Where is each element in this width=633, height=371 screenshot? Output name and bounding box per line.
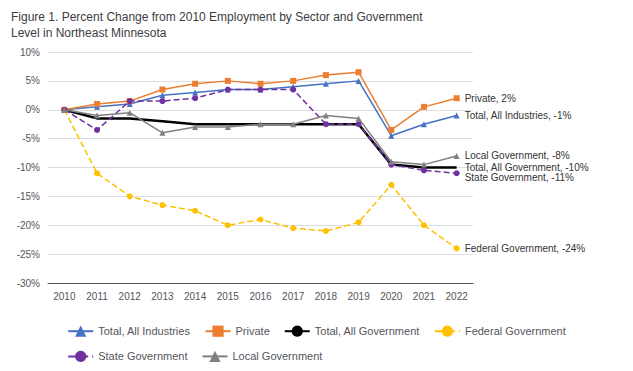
svg-text:10%: 10% [20,47,40,58]
svg-text:2015: 2015 [217,291,240,302]
svg-text:Level in Northeast Minnesota: Level in Northeast Minnesota [11,26,167,40]
svg-text:2017: 2017 [282,291,305,302]
svg-text:2010: 2010 [53,291,76,302]
svg-text:Total, All Government: Total, All Government [315,325,420,337]
svg-text:-5%: -5% [22,133,40,144]
svg-text:Total, All Industries, -1%: Total, All Industries, -1% [465,110,572,121]
svg-text:2019: 2019 [347,291,370,302]
svg-text:State Government: State Government [98,350,187,362]
svg-text:2022: 2022 [446,291,469,302]
svg-text:Local Government: Local Government [232,350,322,362]
svg-text:2021: 2021 [413,291,436,302]
svg-text:2018: 2018 [315,291,338,302]
svg-text:-15%: -15% [17,191,40,202]
svg-text:State Government, -11%: State Government, -11% [465,172,574,183]
svg-text:-20%: -20% [17,220,40,231]
svg-text:0%: 0% [26,104,41,115]
svg-text:2011: 2011 [86,291,108,302]
svg-text:5%: 5% [26,75,41,86]
svg-text:Private: Private [236,325,270,337]
svg-text:2013: 2013 [151,291,174,302]
svg-text:Federal Government: Federal Government [465,325,566,337]
svg-text:Figure 1. Percent Change from: Figure 1. Percent Change from 2010 Emplo… [11,10,423,24]
svg-text:Federal Government, -24%: Federal Government, -24% [465,243,586,254]
svg-text:Private, 2%: Private, 2% [465,93,516,104]
svg-text:2020: 2020 [380,291,403,302]
svg-text:Local Government, -8%: Local Government, -8% [465,150,570,161]
svg-text:-25%: -25% [17,249,40,260]
svg-text:Total, All Industries: Total, All Industries [98,325,190,337]
svg-text:2016: 2016 [249,291,272,302]
svg-text:-10%: -10% [17,162,40,173]
svg-text:2014: 2014 [184,291,207,302]
svg-text:2012: 2012 [119,291,142,302]
svg-text:Total, All Government, -10%: Total, All Government, -10% [464,162,589,173]
svg-text:-30%: -30% [17,278,40,289]
